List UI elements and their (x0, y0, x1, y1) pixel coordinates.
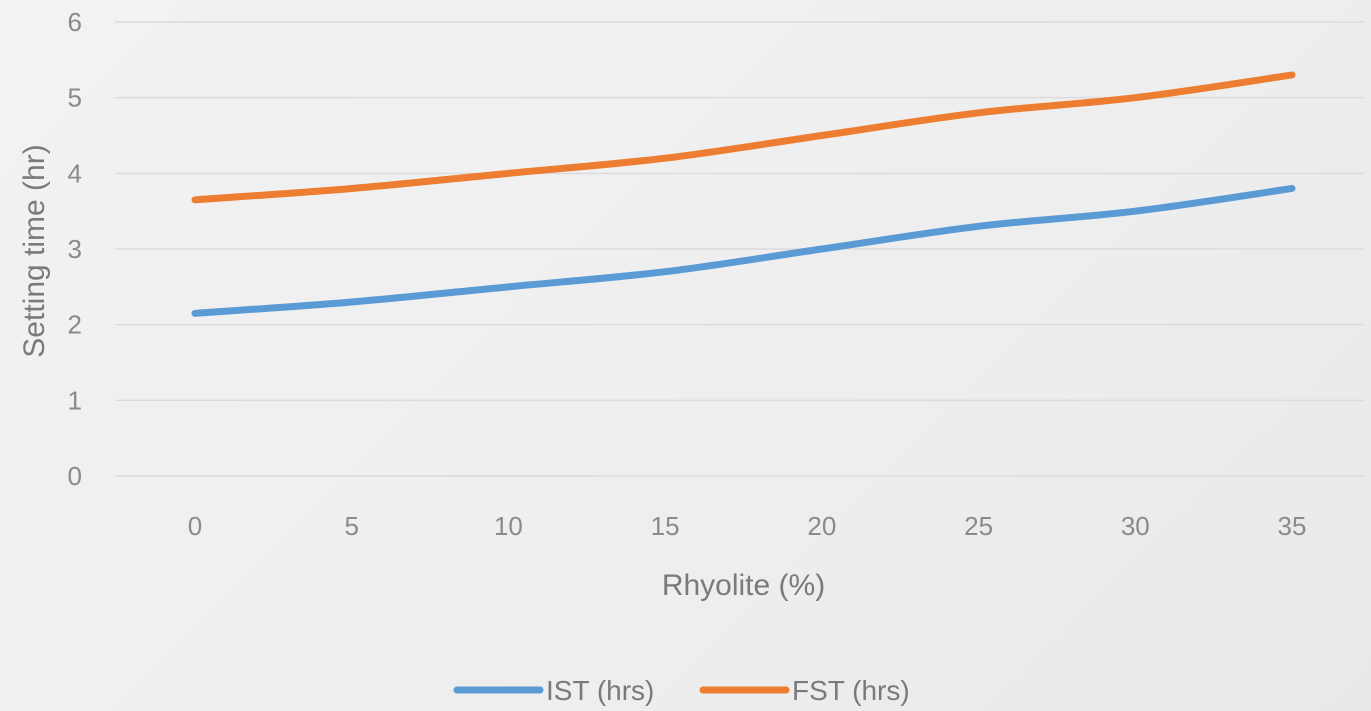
y-tick-label: 1 (68, 385, 82, 415)
y-tick-label: 5 (68, 83, 82, 113)
series-line-ist (191, 184, 1296, 317)
legend-label: FST (hrs) (792, 675, 910, 706)
legend-label: IST (hrs) (546, 675, 654, 706)
x-tick-label: 15 (651, 511, 680, 541)
y-axis-ticks: 0 1 2 3 4 5 6 (68, 7, 82, 491)
x-tick-label: 25 (964, 511, 993, 541)
y-tick-label: 0 (68, 461, 82, 491)
x-tick-label: 0 (188, 511, 202, 541)
x-tick-label: 35 (1278, 511, 1307, 541)
x-tick-label: 5 (344, 511, 358, 541)
y-axis-title: Setting time (hr) (18, 144, 51, 357)
y-tick-label: 4 (68, 158, 82, 188)
y-tick-label: 3 (68, 234, 82, 264)
x-tick-label: 30 (1121, 511, 1150, 541)
x-tick-label: 20 (807, 511, 836, 541)
series-lines (191, 71, 1296, 317)
x-axis-ticks: 0 5 10 15 20 25 30 35 (188, 511, 1307, 541)
x-tick-label: 10 (494, 511, 523, 541)
legend: IST (hrs) FST (hrs) (453, 675, 910, 706)
y-tick-label: 6 (68, 7, 82, 37)
gridlines (115, 21, 1365, 477)
y-tick-label: 2 (68, 310, 82, 340)
x-axis-title: Rhyolite (%) (662, 569, 825, 602)
series-line-fst (191, 71, 1296, 204)
